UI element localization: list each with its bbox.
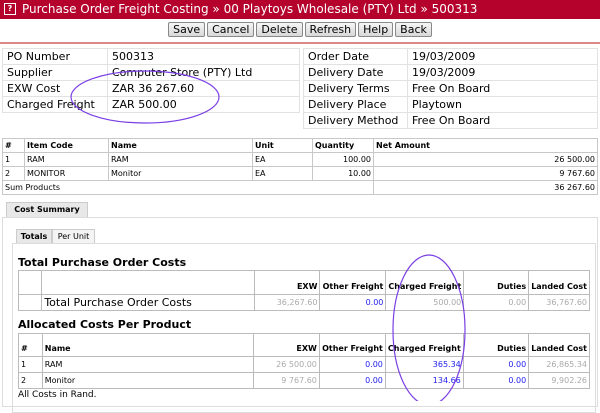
help-icon[interactable]: ? [4,3,16,15]
supplier: Computer Store (PTY) Ltd [107,64,300,81]
cancel-button[interactable]: Cancel [207,22,255,37]
tab-per-unit[interactable]: Per Unit [52,229,95,244]
table-header: # Name EXW Other Freight Charged Freight… [18,333,590,357]
tab-totals[interactable]: Totals [16,229,52,244]
info-row: Order Date 19/03/2009 [303,48,598,65]
info-row: Charged Freight ZAR 500.00 [2,96,300,113]
delivery-info-table: Order Date 19/03/2009 Delivery Date 19/03/… [303,48,598,129]
table-row: 2 Monitor 9 767.60 0.00 134.66 0.00 9,90… [18,372,590,389]
info-row: Delivery Terms Free On Board [303,80,598,97]
refresh-button[interactable]: Refresh [304,22,357,37]
sum-products: 36 267.60 [373,180,598,195]
divider [0,42,600,44]
table-row: Total Purchase Order Costs 36,267.60 0.0… [17,294,590,311]
info-row: Delivery Place Playtown [303,96,598,113]
exw-cost: ZAR 36 267.60 [107,80,300,97]
po-info-table: PO Number 500313 Supplier Computer Store (… [2,48,300,113]
table-row: 1 RAM 26 500.00 0.00 365.34 0.00 26,865.… [18,356,590,373]
sum-row: Sum Products 36 267.60 [2,180,598,195]
info-row: PO Number 500313 [2,48,300,65]
toolbar: Save Cancel Delete Refresh Help Back [0,22,600,37]
info-row: Delivery Method Free On Board [303,112,598,129]
title-bar: ? Purchase Order Freight Costing » 00 Pl… [0,0,600,19]
info-row: Delivery Date 19/03/2009 [303,64,598,81]
save-button[interactable]: Save [168,22,206,37]
info-row: EXW Cost ZAR 36 267.60 [2,80,300,97]
back-button[interactable]: Back [395,22,432,37]
totals-table: EXW Other Freight Charged Freight Duties… [17,270,590,311]
table-header: EXW Other Freight Charged Freight Duties… [17,270,590,295]
delete-button[interactable]: Delete [256,22,303,37]
allocated-table: # Name EXW Other Freight Charged Freight… [18,333,590,389]
totals-heading: Total Purchase Order Costs [18,256,187,269]
table-row: 2 MONITOR Monitor EA 10.00 9 767.60 [2,166,598,181]
items-table: # Item Code Name Unit Quantity Net Amount 1 RA… [2,138,598,195]
charged-freight: ZAR 500.00 [107,96,300,113]
footer-note: All Costs in Rand. [18,390,97,400]
tab-cost-summary[interactable]: Cost Summary [6,202,88,218]
table-row: 1 RAM RAM EA 100.00 26 500.00 [2,152,598,167]
page-title: Purchase Order Freight Costing » 00 Play… [22,2,478,16]
help-button[interactable]: Help [358,22,394,37]
table-header: # Item Code Name Unit Quantity Net Amount [2,138,598,153]
info-row: Supplier Computer Store (PTY) Ltd [2,64,300,81]
po-number: 500313 [107,48,300,65]
allocated-heading: Allocated Costs Per Product [18,318,192,331]
